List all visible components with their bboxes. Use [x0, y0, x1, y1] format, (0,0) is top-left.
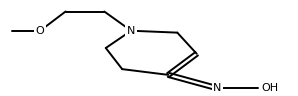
Text: N: N — [127, 26, 135, 36]
Text: N: N — [213, 83, 222, 93]
Text: O: O — [36, 26, 45, 36]
Text: OH: OH — [261, 83, 278, 93]
